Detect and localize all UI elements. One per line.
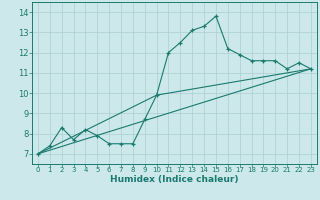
X-axis label: Humidex (Indice chaleur): Humidex (Indice chaleur) <box>110 175 239 184</box>
